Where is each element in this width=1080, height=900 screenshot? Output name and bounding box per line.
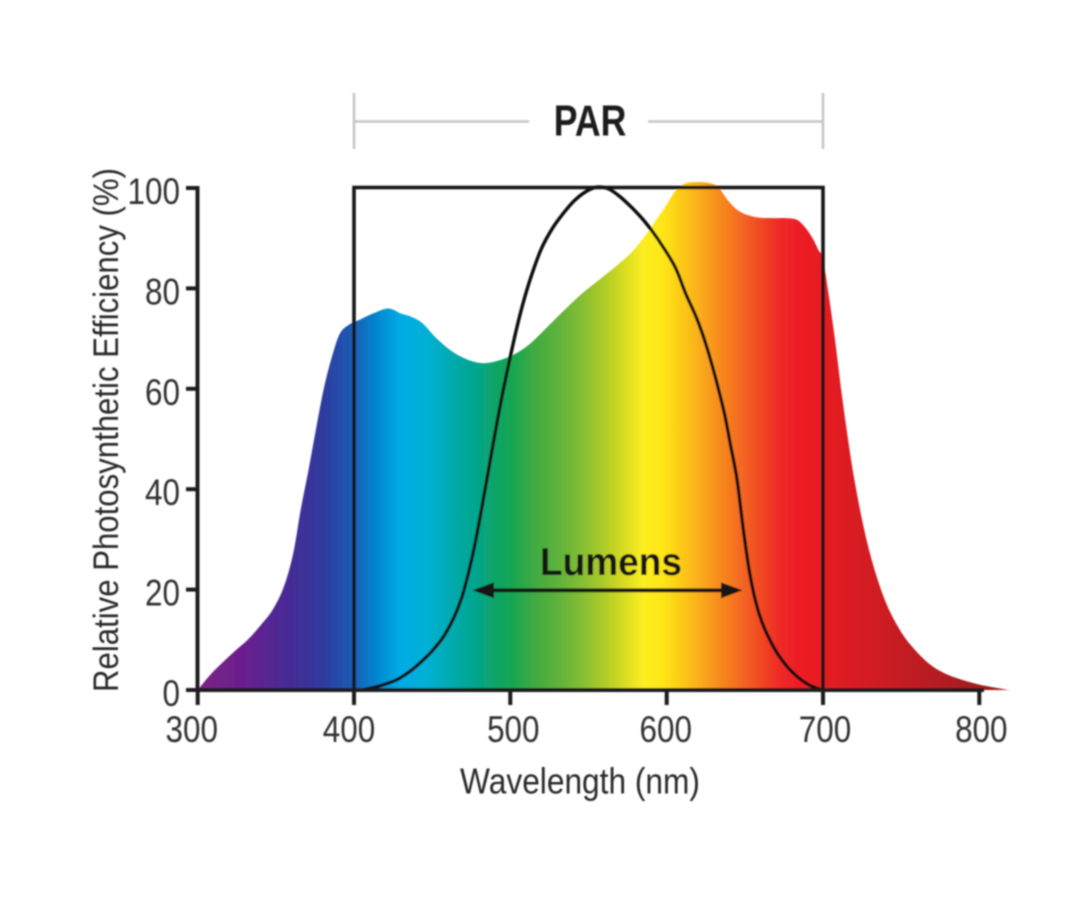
svg-text:400: 400 — [323, 710, 375, 751]
svg-text:0: 0 — [163, 674, 180, 715]
svg-text:80: 80 — [145, 272, 180, 313]
svg-text:600: 600 — [639, 710, 691, 751]
svg-text:800: 800 — [955, 710, 1007, 751]
svg-text:300: 300 — [165, 710, 217, 751]
svg-text:20: 20 — [145, 573, 180, 614]
svg-text:PAR: PAR — [554, 97, 627, 145]
svg-text:Wavelength (nm): Wavelength (nm) — [460, 762, 700, 802]
svg-text:40: 40 — [145, 473, 180, 514]
svg-text:100: 100 — [128, 172, 180, 213]
svg-text:Lumens: Lumens — [540, 541, 682, 584]
svg-text:700: 700 — [799, 710, 851, 751]
svg-text:60: 60 — [145, 372, 180, 413]
svg-text:Relative Photosynthetic Effici: Relative Photosynthetic Efficiency (%) — [87, 168, 126, 692]
svg-text:500: 500 — [487, 710, 539, 751]
